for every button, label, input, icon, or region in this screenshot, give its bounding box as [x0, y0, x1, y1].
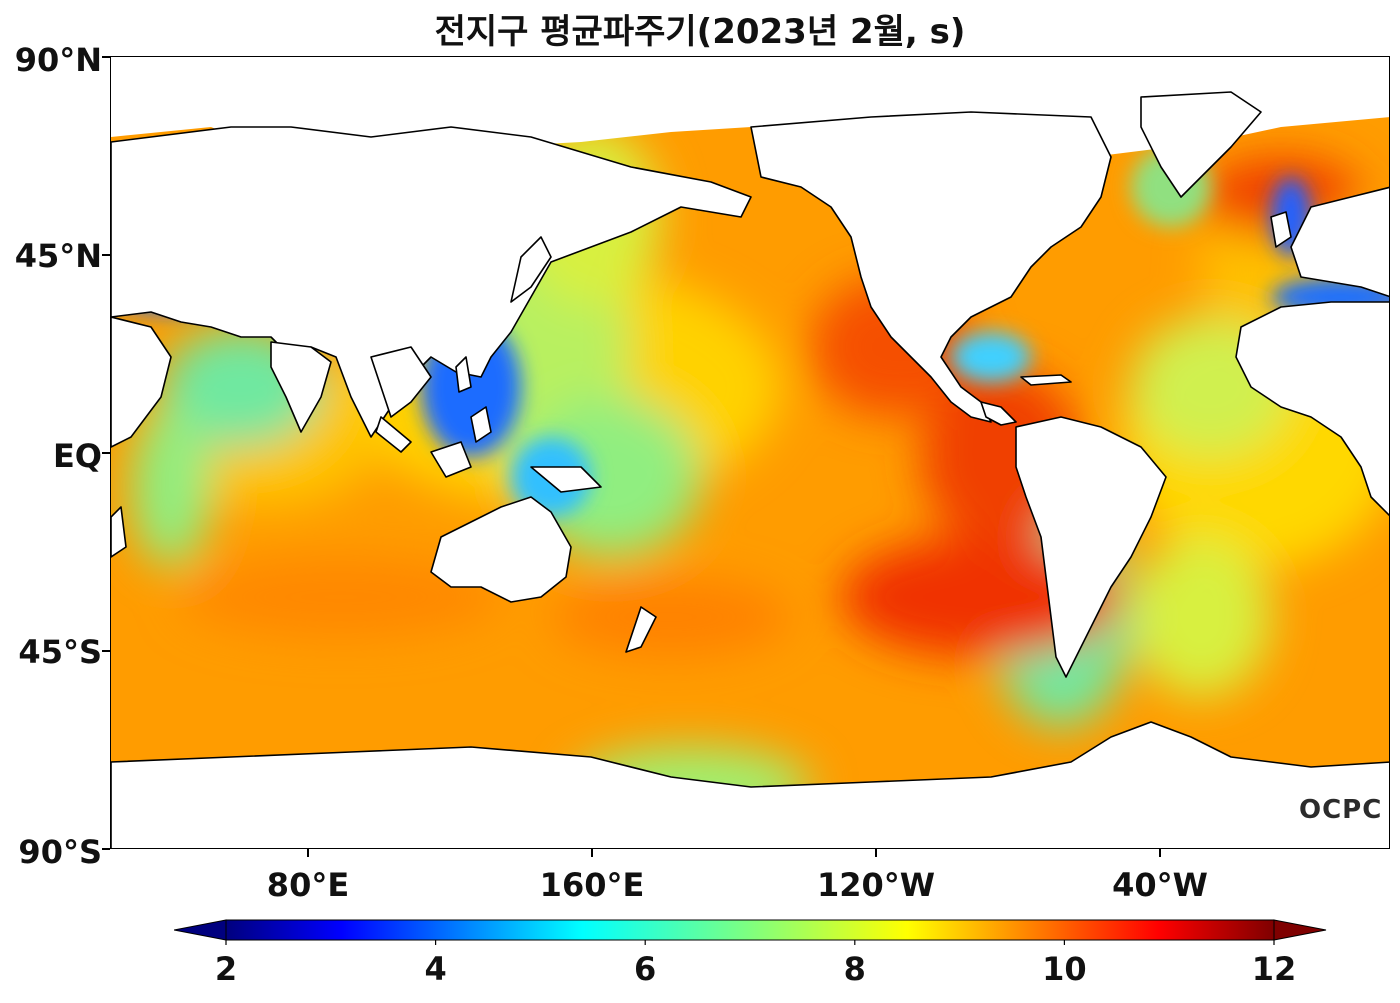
- colorbar-extend-high: [1273, 919, 1327, 941]
- lat-tick: [102, 452, 110, 454]
- lat-tick: [102, 56, 110, 58]
- lon-tick: [591, 849, 593, 857]
- colorbar-tick-label: 10: [1042, 950, 1087, 988]
- lat-tick: [102, 650, 110, 652]
- colorbar: [174, 919, 1327, 945]
- lon-label-80e: 80°E: [266, 866, 350, 904]
- lat-label-eq: EQ: [52, 437, 102, 475]
- lat-label-90s: 90°S: [18, 833, 102, 871]
- land-masses: [111, 57, 1389, 848]
- lon-tick: [1159, 849, 1161, 857]
- wave-period-map: OCPC: [110, 56, 1390, 849]
- lat-tick: [102, 254, 110, 256]
- lat-label-45s: 45°S: [18, 633, 102, 671]
- ocpc-logo: OCPC: [1299, 795, 1383, 825]
- colorbar-tick-label: 12: [1251, 950, 1297, 988]
- lon-label-120w: 120°W: [816, 866, 936, 904]
- lon-tick: [875, 849, 877, 857]
- colorbar-tick-label: 4: [424, 950, 447, 988]
- colorbar-extend-low: [174, 919, 227, 941]
- colorbar-tick-label: 6: [634, 950, 657, 988]
- colorbar-gradient: [225, 919, 1275, 941]
- colorbar-tick-label: 2: [214, 950, 238, 988]
- map-title: 전지구 평균파주기(2023년 2월, s): [434, 12, 966, 52]
- wave-period-field: [111, 85, 1389, 797]
- lon-label-160e: 160°E: [539, 866, 645, 904]
- lat-tick: [102, 848, 110, 850]
- lat-label-90n: 90°N: [14, 41, 102, 79]
- map-canvas: [111, 57, 1389, 848]
- colorbar-ticks: [225, 940, 1275, 945]
- colorbar-tick-label: 8: [843, 950, 866, 988]
- lon-label-40w: 40°W: [1112, 866, 1208, 904]
- lat-label-45n: 45°N: [14, 237, 102, 275]
- lon-tick: [307, 849, 309, 857]
